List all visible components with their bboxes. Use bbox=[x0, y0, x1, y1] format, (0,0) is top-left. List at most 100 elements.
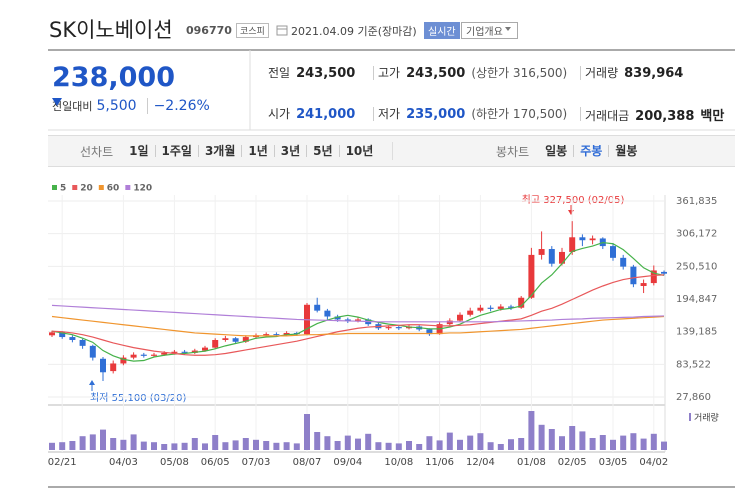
candle-body bbox=[69, 337, 76, 340]
candle-body bbox=[497, 306, 504, 309]
volume-bar bbox=[212, 435, 219, 450]
candle-body bbox=[426, 329, 433, 335]
volume-bar bbox=[599, 435, 606, 450]
candle-body bbox=[477, 307, 484, 311]
candle-body bbox=[487, 307, 494, 309]
x-tick-label: 04/02 bbox=[639, 457, 668, 468]
change-label: 전일대비 bbox=[52, 100, 93, 113]
volume-bar bbox=[202, 443, 208, 450]
candle-body bbox=[79, 339, 86, 346]
legend-swatch bbox=[72, 185, 78, 190]
candle-body bbox=[661, 271, 667, 274]
volume-bar bbox=[130, 434, 137, 450]
volume-bar bbox=[426, 436, 433, 450]
candle-body bbox=[650, 270, 657, 284]
quote-field: 저가 235,000 (하한가 170,500) bbox=[378, 105, 567, 122]
x-tick-label: 12/04 bbox=[466, 457, 495, 468]
y-tick-label: 139,185 bbox=[676, 327, 717, 338]
x-tick-label: 05/08 bbox=[160, 457, 189, 468]
field-label: 시가 bbox=[268, 107, 291, 121]
volume-bar bbox=[191, 438, 198, 450]
candle-body bbox=[59, 332, 66, 338]
field-value: 241,000 bbox=[296, 107, 356, 122]
candle-body bbox=[344, 319, 351, 321]
volume-bar bbox=[304, 414, 310, 450]
volume-bar bbox=[548, 429, 555, 450]
volume-bar bbox=[293, 443, 300, 450]
y-tick-label: 361,835 bbox=[676, 196, 717, 207]
moving-average-line bbox=[51, 315, 665, 337]
moving-average-line bbox=[51, 241, 665, 362]
x-tick-label: 04/03 bbox=[109, 457, 138, 468]
candle-tab[interactable]: 주봉 bbox=[573, 145, 608, 157]
volume-bar bbox=[436, 440, 443, 450]
line-tab[interactable]: 1주일 bbox=[154, 145, 198, 157]
volume-bar bbox=[59, 442, 66, 450]
x-tick-label: 09/04 bbox=[333, 457, 362, 468]
low-annotation: 최저 55,100 (03/20) bbox=[90, 392, 186, 404]
volume-bar bbox=[661, 441, 667, 450]
volume-bar bbox=[171, 443, 178, 450]
line-tab[interactable]: 1년 bbox=[241, 145, 273, 157]
line-tabs: 선차트 1일 1주일 3개월 1년 3년 5년 10년 bbox=[80, 136, 379, 166]
candle-tab-label: 봉차트 bbox=[496, 144, 530, 159]
candle-body bbox=[314, 304, 321, 311]
field-separator bbox=[373, 107, 374, 121]
field-label: 전일 bbox=[268, 66, 291, 80]
line-tab[interactable]: 5년 bbox=[306, 145, 338, 157]
volume-bar bbox=[518, 438, 525, 450]
candle-body bbox=[161, 352, 168, 355]
volume-bar bbox=[457, 439, 463, 450]
candle-body bbox=[620, 257, 627, 267]
field-label: 고가 bbox=[378, 66, 401, 80]
market-badge: 코스피 bbox=[236, 23, 269, 38]
quote-field: 거래량 839,964 bbox=[585, 64, 683, 81]
volume-bar bbox=[120, 439, 127, 450]
candle-body bbox=[518, 297, 525, 308]
field-label: 저가 bbox=[378, 107, 401, 121]
candle-body bbox=[395, 327, 402, 329]
candle-body bbox=[232, 338, 239, 342]
candle-body bbox=[273, 334, 280, 336]
volume-bar bbox=[355, 438, 361, 450]
field-unit: 백만 bbox=[700, 109, 725, 124]
volume-bar bbox=[365, 433, 372, 450]
candle-tab[interactable]: 일봉 bbox=[545, 144, 568, 158]
candle-body bbox=[538, 249, 545, 255]
x-tick-label: 11/06 bbox=[425, 457, 454, 468]
x-tick-label: 02/05 bbox=[558, 457, 587, 468]
volume-bar bbox=[263, 441, 270, 450]
field-label: 거래량 bbox=[585, 66, 619, 80]
volume-bar bbox=[477, 433, 484, 450]
line-tab[interactable]: 10년 bbox=[338, 145, 380, 157]
candle-body bbox=[385, 327, 392, 329]
candle-body bbox=[355, 319, 361, 321]
y-tick-label: 194,847 bbox=[676, 294, 717, 305]
volume-bar bbox=[100, 429, 106, 450]
candle-body bbox=[130, 354, 137, 358]
candle-body bbox=[457, 314, 463, 321]
line-tab[interactable]: 1일 bbox=[129, 144, 149, 158]
candle-body bbox=[110, 363, 117, 372]
line-tab[interactable]: 3개월 bbox=[197, 145, 241, 157]
date: 2021.04.09 기준(장마감) bbox=[291, 25, 417, 38]
volume-bar bbox=[446, 432, 453, 450]
line-tab[interactable]: 3년 bbox=[273, 145, 306, 157]
candle-body bbox=[630, 266, 637, 285]
company-button[interactable]: 기업개요 bbox=[461, 22, 518, 39]
candle-body bbox=[151, 354, 157, 356]
volume-bar bbox=[69, 441, 76, 450]
realtime-button[interactable]: 실시간 bbox=[424, 22, 460, 39]
candle-body bbox=[120, 357, 127, 364]
volume-bar bbox=[497, 444, 504, 450]
tab-divider bbox=[392, 142, 393, 160]
y-tick-label: 83,522 bbox=[676, 359, 711, 370]
candle-body bbox=[528, 254, 535, 298]
volume-bar bbox=[79, 436, 86, 450]
moving-average-line bbox=[51, 304, 665, 323]
legend-label: 120 bbox=[133, 184, 152, 194]
volume-bar bbox=[620, 435, 627, 450]
volume-label-marker bbox=[689, 413, 691, 421]
candle-tab[interactable]: 월봉 bbox=[608, 145, 643, 157]
